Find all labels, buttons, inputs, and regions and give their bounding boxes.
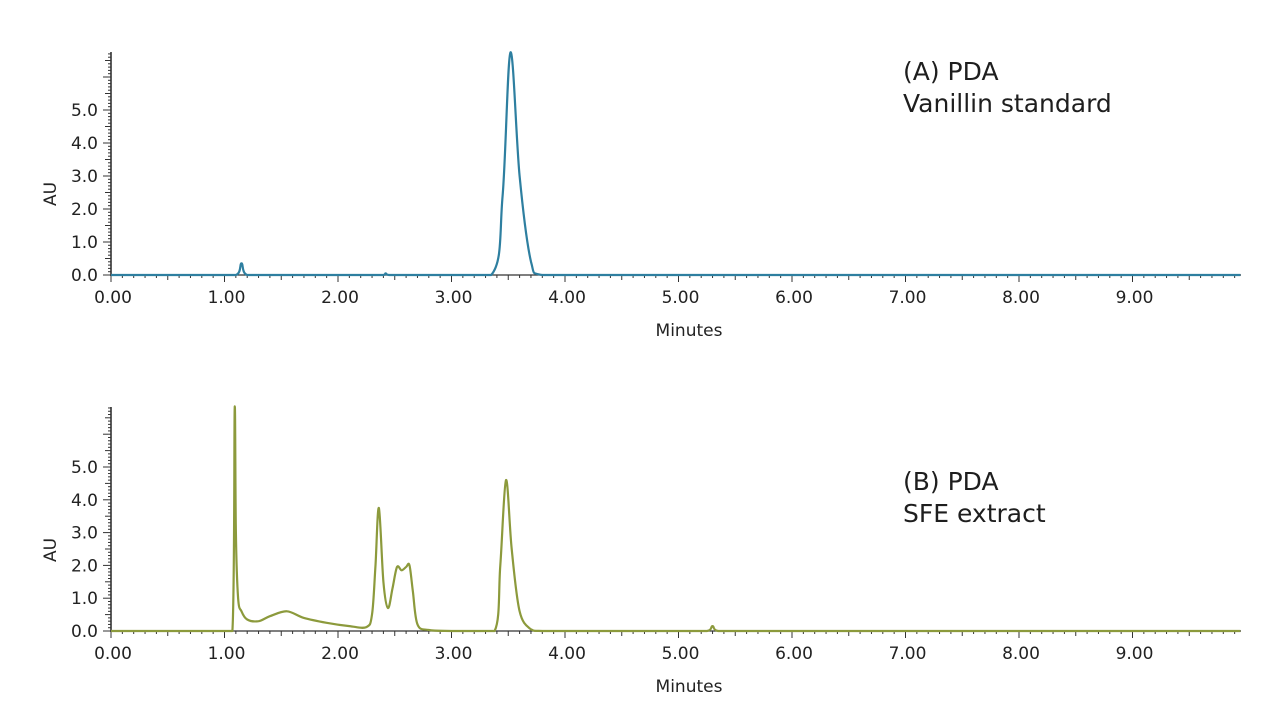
x-tick-label: 6.00 bbox=[775, 288, 813, 308]
x-tick-label: 9.00 bbox=[1116, 288, 1154, 308]
y-tick-label: 2.0 bbox=[71, 200, 98, 220]
x-tick-label: 4.00 bbox=[548, 644, 586, 664]
panel-b-title: (B) PDA bbox=[903, 467, 999, 496]
x-tick-label: 6.00 bbox=[775, 644, 813, 664]
x-tick-label: 0.00 bbox=[94, 288, 132, 308]
x-tick-label: 0.00 bbox=[94, 644, 132, 664]
x-tick-label: 8.00 bbox=[1002, 288, 1040, 308]
panel-a-x-axis-label: Minutes bbox=[656, 321, 723, 341]
x-tick-label: 5.00 bbox=[662, 288, 700, 308]
x-tick-label: 1.00 bbox=[208, 644, 246, 664]
x-tick-label: 9.00 bbox=[1116, 644, 1154, 664]
panel-a-trace bbox=[110, 51, 1241, 277]
panel-b-axes: 0.0 1.0 2.0 3.0 4.0 5.0 0.00 1.00 2.00 3.00 4.00 5.… bbox=[71, 407, 1241, 664]
y-tick-label: 3.0 bbox=[71, 524, 98, 544]
y-tick-label: 4.0 bbox=[71, 134, 98, 154]
panel-a-y-axis-label: AU bbox=[41, 182, 61, 206]
x-tick-label: 5.00 bbox=[662, 644, 700, 664]
panel-b-annotation: (B) PDA SFE extract bbox=[903, 466, 1046, 530]
y-tick-label: 1.0 bbox=[71, 233, 98, 253]
x-tick-label: 2.00 bbox=[321, 288, 359, 308]
y-tick-label: 4.0 bbox=[71, 491, 98, 511]
y-tick-label: 5.0 bbox=[71, 101, 98, 121]
y-tick-label: 5.0 bbox=[71, 458, 98, 478]
x-tick-label: 8.00 bbox=[1002, 644, 1040, 664]
panel-a-title: (A) PDA bbox=[903, 57, 999, 86]
panel-a-subtitle: Vanillin standard bbox=[903, 89, 1112, 118]
x-tick-label: 2.00 bbox=[321, 644, 359, 664]
y-tick-label: 3.0 bbox=[71, 167, 98, 187]
x-tick-label: 4.00 bbox=[548, 288, 586, 308]
y-tick-label: 0.0 bbox=[71, 622, 98, 642]
panel-b-y-axis-label: AU bbox=[41, 538, 61, 562]
chromatogram-panel-b: 0.0 1.0 2.0 3.0 4.0 5.0 0.00 1.00 2.00 3.00 4.00 5.… bbox=[41, 405, 1241, 697]
x-tick-label: 7.00 bbox=[889, 288, 927, 308]
y-tick-label: 2.0 bbox=[71, 556, 98, 576]
panel-b-subtitle: SFE extract bbox=[903, 499, 1046, 528]
panel-b-trace bbox=[110, 405, 1241, 633]
x-tick-label: 3.00 bbox=[435, 288, 473, 308]
panel-a-annotation: (A) PDA Vanillin standard bbox=[903, 56, 1112, 120]
y-tick-label: 0.0 bbox=[71, 266, 98, 286]
x-tick-label: 3.00 bbox=[435, 644, 473, 664]
x-tick-label: 7.00 bbox=[889, 644, 927, 664]
chromatogram-panel-a: 0.0 1.0 2.0 3.0 4.0 5.0 0.00 1.00 2.00 3.00 4.00 5.… bbox=[41, 51, 1241, 341]
y-tick-label: 1.0 bbox=[71, 589, 98, 609]
x-tick-label: 1.00 bbox=[208, 288, 246, 308]
panel-b-x-axis-label: Minutes bbox=[656, 677, 723, 697]
